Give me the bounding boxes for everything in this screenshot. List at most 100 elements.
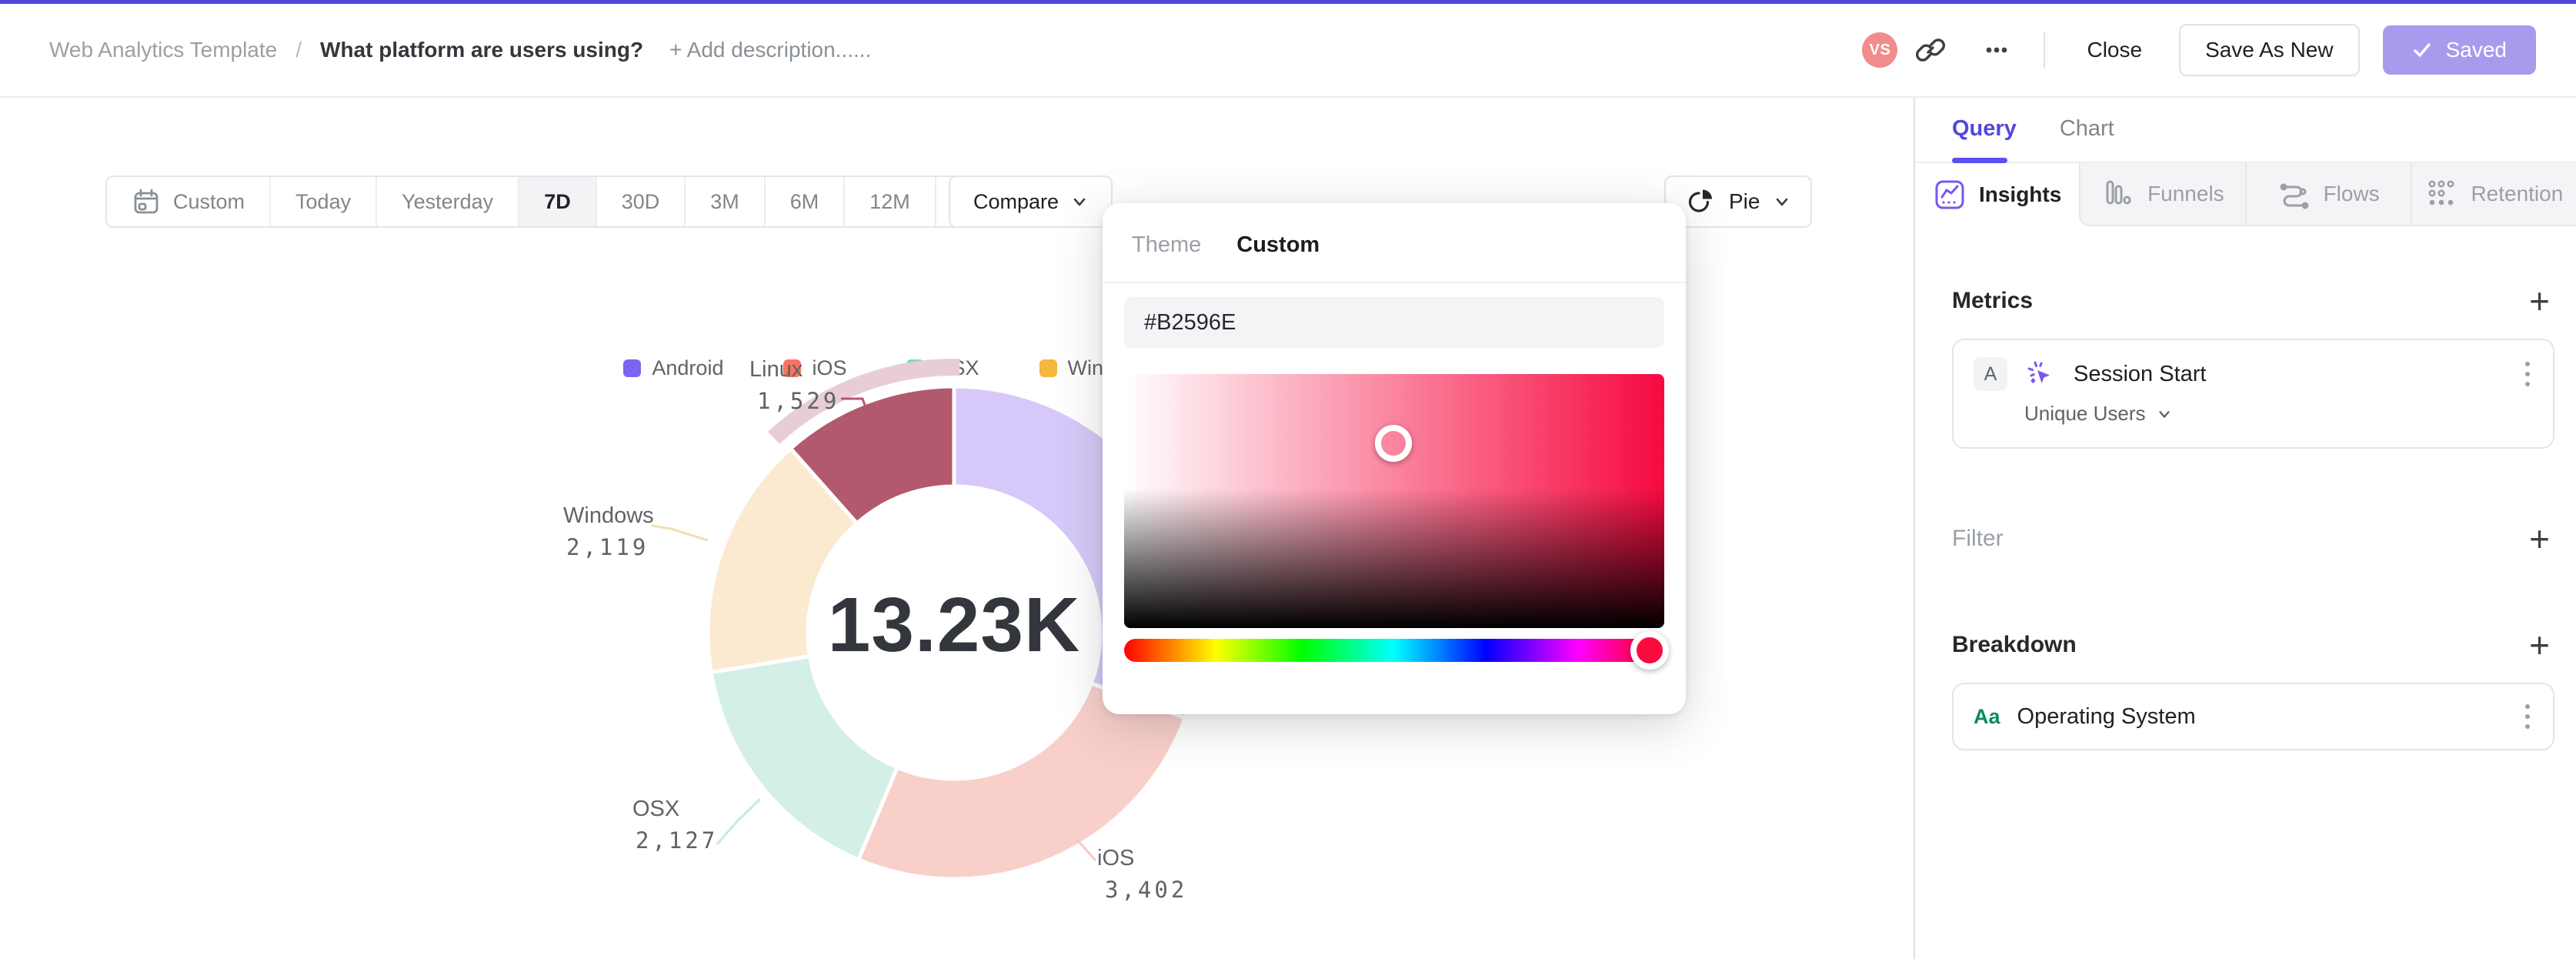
- chart-type-button[interactable]: Pie: [1664, 175, 1813, 228]
- date-range-7d[interactable]: 7D: [518, 177, 596, 226]
- close-button[interactable]: Close: [2087, 38, 2143, 62]
- donut-total-value: 13.23K: [827, 582, 1081, 668]
- date-range-6m[interactable]: 6M: [763, 177, 844, 226]
- leader-line-osx: [716, 797, 762, 845]
- tab-chart[interactable]: Chart: [2059, 116, 2114, 141]
- filter-section-header: Filter +: [1952, 519, 2554, 559]
- analysis-type-tabs: Insights Funnels Flows Retention: [1915, 163, 2576, 226]
- pie-slice-osx[interactable]: [709, 654, 899, 862]
- filter-heading: Filter: [1952, 526, 2004, 551]
- date-range-today[interactable]: Today: [269, 177, 375, 226]
- active-tab-underline: [1952, 158, 2007, 163]
- legend-swatch: [783, 359, 802, 377]
- breakdown-menu-icon[interactable]: [2522, 701, 2533, 732]
- tab-theme[interactable]: Theme: [1132, 232, 1202, 257]
- funnels-icon: [2101, 177, 2135, 211]
- calendar-icon: [132, 187, 161, 216]
- avatar[interactable]: VS: [1862, 32, 1898, 68]
- breakdown-section-header: Breakdown +: [1952, 625, 2554, 665]
- view-tab-funnels[interactable]: Funnels: [2079, 163, 2245, 226]
- flows-icon: [2277, 177, 2311, 211]
- popup-divider: [1103, 282, 1686, 283]
- pie-label-value: 1,529: [757, 388, 840, 414]
- date-range-selector: CustomTodayYesterday7D30D3M6M12MXTD: [105, 175, 1058, 228]
- insights-icon: [1933, 178, 1967, 212]
- query-sidebar: Query Chart Insights Funnels Flows Retentio…: [1914, 96, 2576, 959]
- color-picker-popup: Theme Custom #B2596E: [1103, 203, 1686, 714]
- view-tab-flows[interactable]: Flows: [2244, 163, 2411, 226]
- metric-series-badge: A: [1974, 357, 2007, 391]
- hue-slider[interactable]: [1124, 631, 1669, 670]
- check-icon: [2412, 40, 2432, 60]
- metric-card[interactable]: A Session Start Unique Users: [1952, 339, 2554, 449]
- pie-label-name: OSX: [632, 797, 680, 821]
- metric-name[interactable]: Session Start: [2074, 361, 2207, 386]
- add-metric-button[interactable]: +: [2529, 281, 2550, 321]
- breakdown-property-name[interactable]: Operating System: [2017, 703, 2196, 729]
- leader-line-windows: [651, 524, 709, 542]
- compare-label: Compare: [973, 189, 1059, 213]
- color-picker-handle[interactable]: [1375, 425, 1412, 462]
- aggregation-dropdown[interactable]: Unique Users: [2024, 402, 2533, 426]
- add-filter-button[interactable]: +: [2529, 519, 2550, 559]
- share-link-icon[interactable]: [1897, 33, 1964, 67]
- tab-custom[interactable]: Custom: [1236, 232, 1320, 257]
- date-range-custom[interactable]: Custom: [107, 177, 269, 226]
- save-as-new-button[interactable]: Save As New: [2179, 24, 2360, 76]
- tab-query[interactable]: Query: [1952, 116, 2017, 141]
- pie-slice-linux[interactable]: [789, 384, 956, 526]
- breadcrumb-root[interactable]: Web Analytics Template: [49, 38, 278, 62]
- pie-label-name: Linux: [749, 357, 803, 382]
- pie-label-value: 2,127: [636, 827, 719, 854]
- add-breakdown-button[interactable]: +: [2529, 625, 2550, 665]
- pie-label-linux: Linux 1,529: [732, 356, 839, 416]
- chevron-down-icon: [2157, 406, 2172, 422]
- pie-chart-icon: [1686, 187, 1715, 216]
- pie-label-osx: OSX 2,127: [620, 795, 718, 855]
- view-tab-retention[interactable]: Retention: [2410, 163, 2576, 226]
- hex-color-input[interactable]: #B2596E: [1124, 297, 1664, 348]
- legend-item-ios[interactable]: iOS: [771, 350, 859, 386]
- saved-button[interactable]: Saved: [2382, 25, 2536, 75]
- pie-label-value: 3,402: [1105, 877, 1188, 903]
- header-divider: [2044, 32, 2046, 68]
- pie-label-name: Windows: [563, 503, 654, 528]
- cursor-click-icon: [2024, 358, 2057, 390]
- pie-label-windows: Windows 2,119: [552, 502, 654, 562]
- aggregation-label: Unique Users: [2024, 402, 2146, 425]
- date-range-12m[interactable]: 12M: [843, 177, 935, 226]
- saved-label: Saved: [2445, 38, 2507, 62]
- saturation-gradient-area[interactable]: [1124, 374, 1664, 628]
- pie-label-name: iOS: [1097, 846, 1135, 870]
- page-title[interactable]: What platform are users using?: [320, 38, 644, 62]
- date-range-30d[interactable]: 30D: [595, 177, 685, 226]
- legend-item-android[interactable]: Android: [611, 350, 736, 386]
- date-range-yesterday[interactable]: Yesterday: [375, 177, 518, 226]
- breakdown-heading: Breakdown: [1952, 632, 2077, 657]
- pie-label-value: 2,119: [566, 534, 649, 560]
- retention-icon: [2424, 177, 2458, 211]
- metrics-heading: Metrics: [1952, 288, 2034, 313]
- more-options-icon[interactable]: [1964, 33, 2030, 67]
- metric-menu-icon[interactable]: [2522, 359, 2533, 389]
- metrics-section-header: Metrics +: [1952, 281, 2554, 321]
- breakdown-card[interactable]: Aa Operating System: [1952, 683, 2554, 750]
- chevron-down-icon: [1774, 193, 1790, 210]
- sidebar-tabs: Query Chart: [1915, 96, 2576, 163]
- chevron-down-icon: [1071, 193, 1088, 210]
- view-tab-insights[interactable]: Insights: [1915, 163, 2080, 226]
- add-description-button[interactable]: + Add description......: [669, 38, 872, 62]
- pie-slice-windows[interactable]: [706, 446, 859, 674]
- selected-slice-highlight-arc: [768, 359, 960, 444]
- chart-type-label: Pie: [1729, 189, 1760, 213]
- date-range-3m[interactable]: 3M: [684, 177, 764, 226]
- legend-swatch: [623, 359, 642, 377]
- legend-swatch: [1039, 359, 1057, 377]
- header-bar: Web Analytics Template / What platform a…: [0, 4, 2576, 98]
- accent-top-line: [0, 0, 2576, 4]
- breadcrumb: Web Analytics Template / What platform a…: [0, 38, 871, 62]
- pie-slice-ios[interactable]: [856, 681, 1187, 881]
- breadcrumb-separator: /: [295, 38, 302, 62]
- compare-button[interactable]: Compare: [949, 175, 1113, 228]
- hue-slider-thumb[interactable]: [1630, 631, 1669, 670]
